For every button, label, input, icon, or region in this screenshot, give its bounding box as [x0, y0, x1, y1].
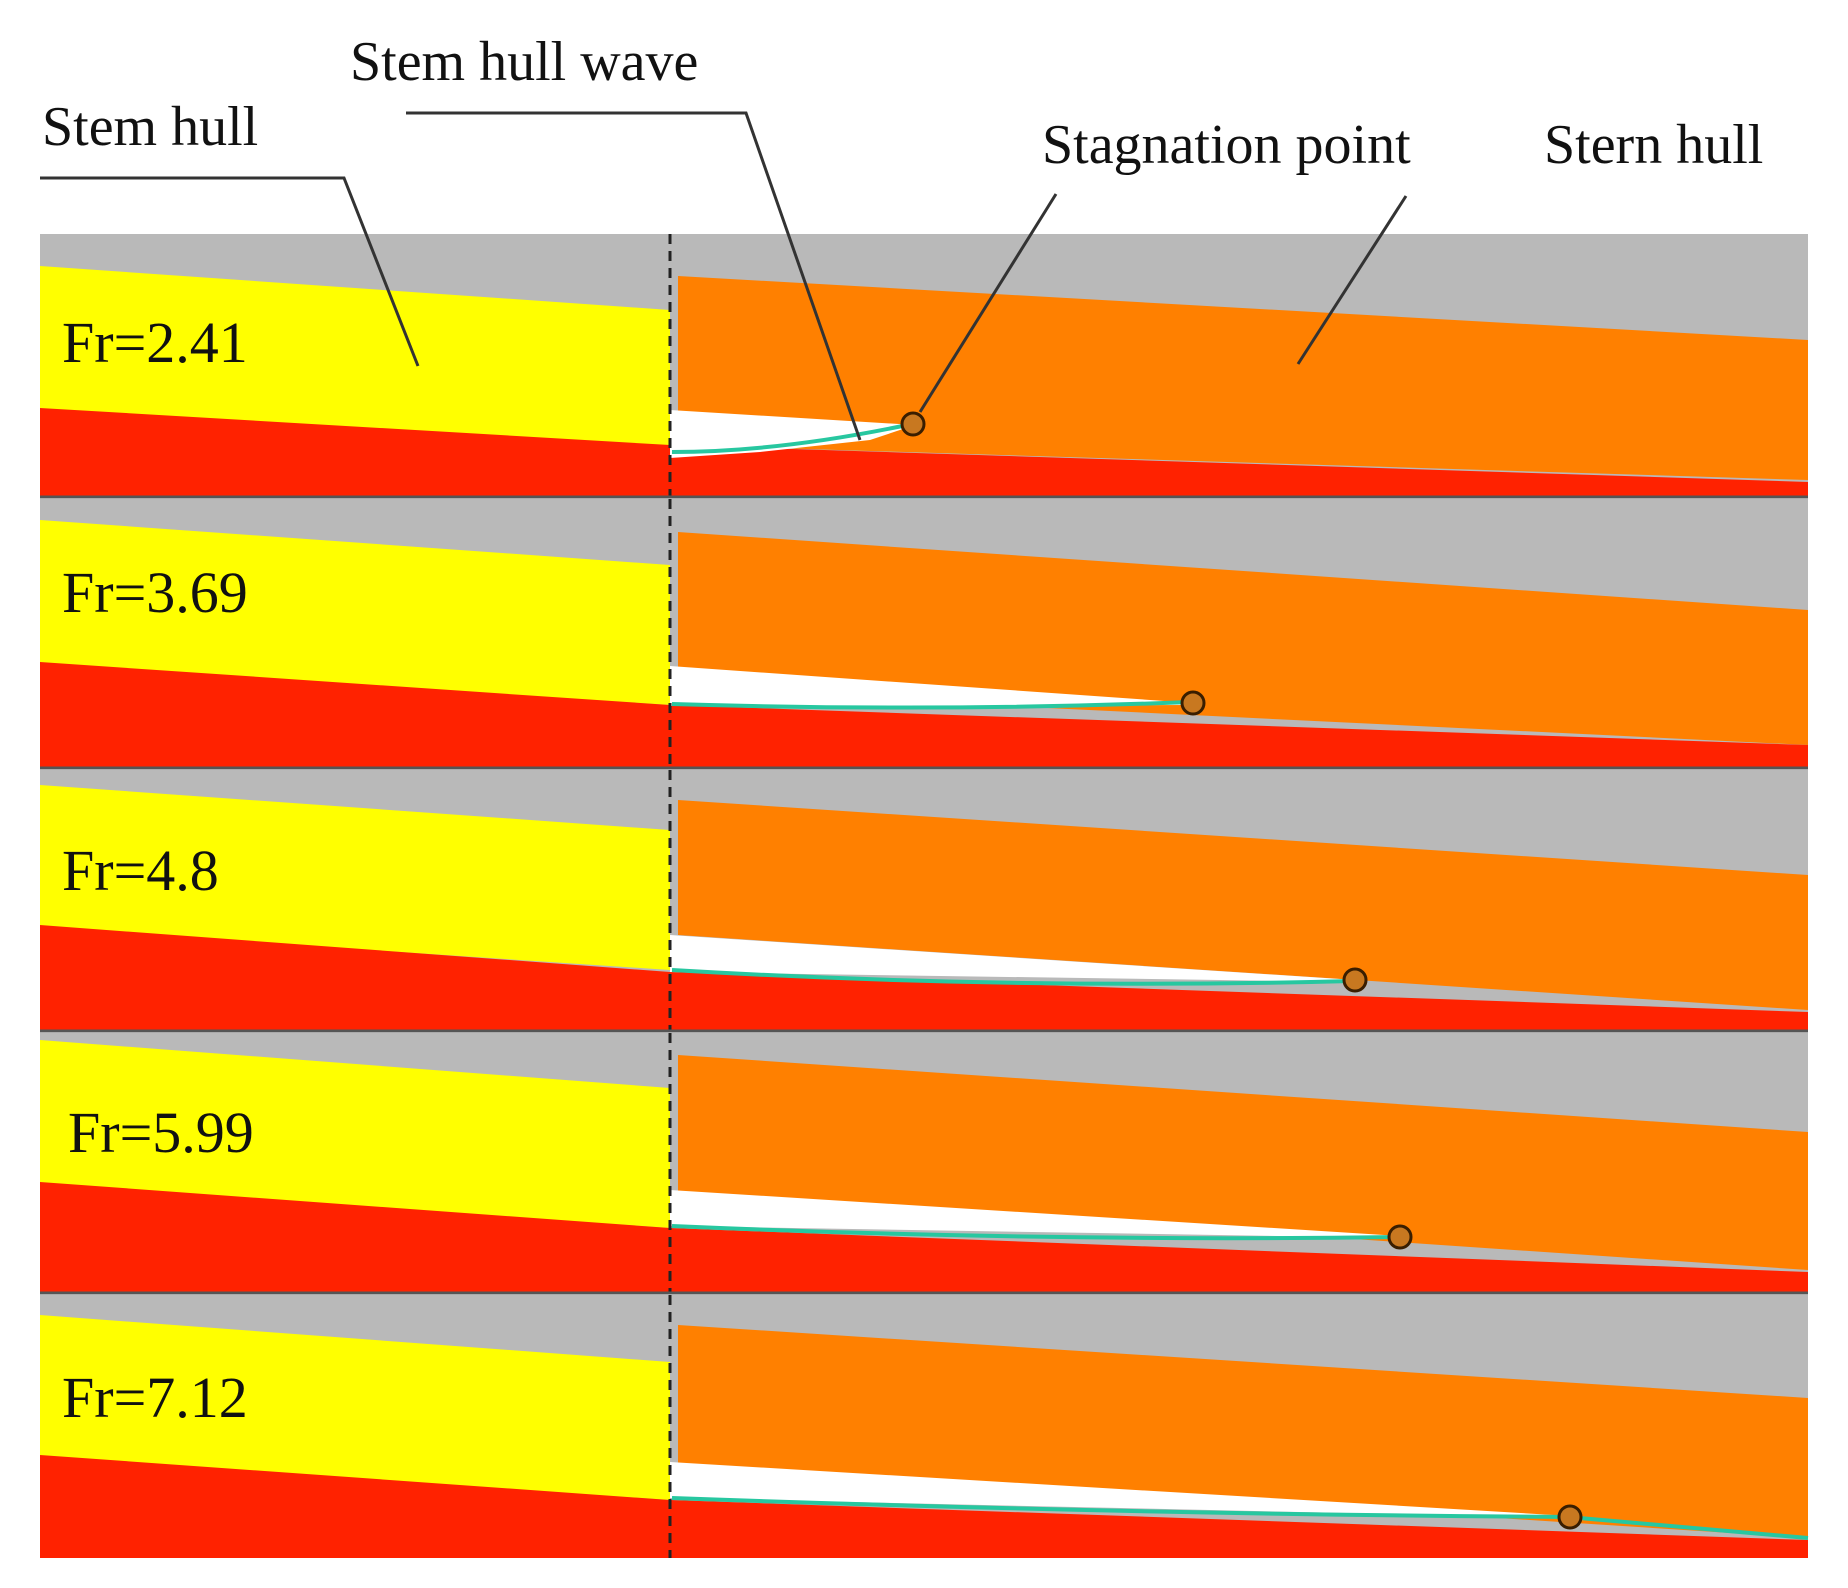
callout-stern-hull: Stern hull — [1544, 114, 1763, 176]
panel-separators — [40, 495, 1808, 1295]
cavity-wake-line — [671, 422, 913, 454]
stagnation-point-marker — [1557, 1504, 1583, 1530]
panel-fr-5-99: Fr=5.99 — [40, 1033, 1808, 1292]
cavity-wake-line — [671, 1224, 1399, 1241]
froude-label: Fr=2.41 — [62, 310, 248, 375]
cavity-region — [670, 935, 1355, 982]
stem-hull-region — [40, 266, 670, 458]
cavity-region — [670, 1190, 1400, 1238]
cavity-region — [670, 1462, 1570, 1518]
water-region — [40, 925, 1808, 1030]
water-region — [40, 662, 1808, 767]
froude-label: Fr=4.8 — [62, 838, 219, 903]
stern-hull-region — [678, 1055, 1808, 1270]
panel-fr-4-8: Fr=4.8 — [40, 770, 1808, 1030]
cavity-wake-line — [671, 700, 1191, 710]
stem-hull-region — [40, 520, 670, 705]
cavity-region — [670, 666, 1193, 706]
stem-hull-region — [40, 1315, 670, 1500]
froude-label: Fr=3.69 — [62, 560, 248, 625]
callout-stem-hull: Stem hull — [42, 96, 258, 158]
callout-stem-hull-wave: Stem hull wave — [350, 31, 698, 93]
panel-fr-7-12: Fr=7.12 — [40, 1295, 1809, 1558]
cavity-wake-line — [671, 968, 1353, 986]
stagnation-point-marker — [1342, 967, 1368, 993]
froude-label: Fr=5.99 — [68, 1100, 254, 1165]
leader-line-stern-hull — [1296, 195, 1408, 365]
cavity-wake-line — [671, 1496, 1809, 1540]
panel-fr-2-41: Fr=2.41 — [40, 234, 1808, 496]
stagnation-point-marker — [1180, 690, 1206, 716]
callouts: Stem hull Stem hull wave Stagnation poin… — [40, 31, 1763, 441]
stern-hull-region — [678, 1325, 1808, 1538]
leader-line-stem-hull — [40, 176, 420, 367]
callout-stagnation-point: Stagnation point — [1042, 114, 1411, 176]
stern-hull-region — [678, 276, 1808, 480]
water-region — [40, 1182, 1808, 1292]
leader-line-stem-hull-wave — [406, 111, 862, 441]
stagnation-point-marker — [900, 411, 926, 437]
stem-hull-region — [40, 785, 670, 970]
water-region — [40, 408, 1808, 496]
froude-label: Fr=7.12 — [62, 1365, 248, 1430]
panel-fr-3-69: Fr=3.69 — [40, 499, 1808, 767]
leader-line-stagnation-point — [918, 193, 1058, 413]
water-region — [40, 1455, 1808, 1558]
stagnation-point-marker — [1387, 1224, 1413, 1250]
stem-hull-region — [40, 1040, 670, 1228]
stern-hull-region — [678, 800, 1808, 1010]
